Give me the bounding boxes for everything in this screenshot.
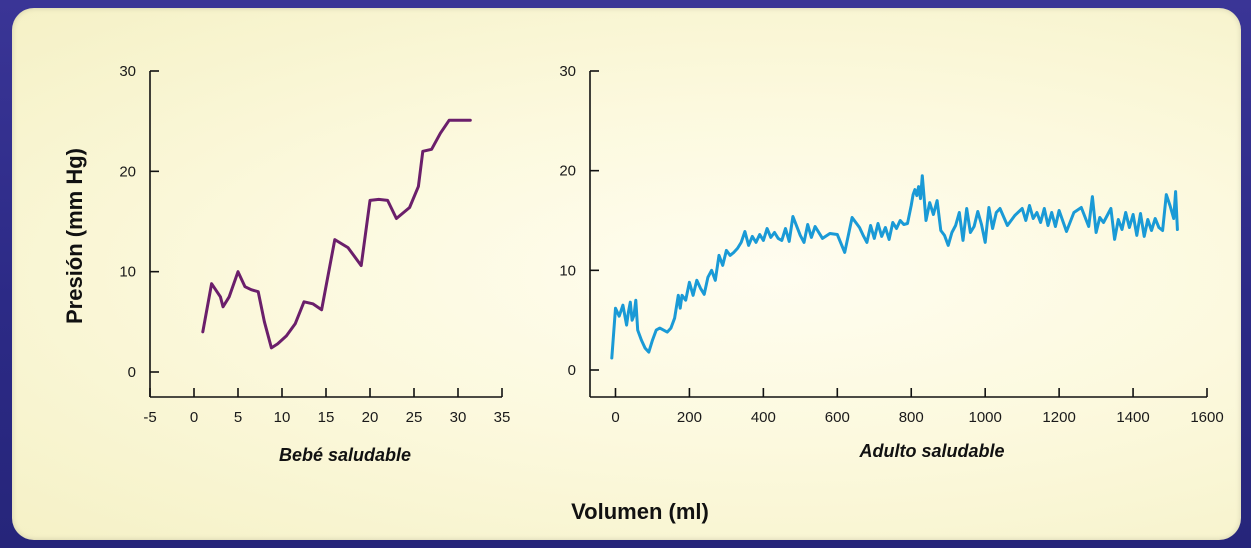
x-tick-label: 30 bbox=[450, 409, 467, 426]
y-tick-label: 10 bbox=[119, 264, 136, 281]
x-tick-label: -5 bbox=[143, 409, 156, 426]
x-tick-label: 800 bbox=[899, 409, 924, 426]
chart-caption: Bebé saludable bbox=[279, 445, 411, 465]
y-tick-label: 20 bbox=[559, 163, 576, 180]
shared-x-axis-title: Volumen (ml) bbox=[571, 499, 709, 524]
chart-bebe-saludable: 0 10 20 30 -5 0 5 10 15 20 25 30 35 Bebé saludable bbox=[119, 63, 510, 465]
x-tick-label: 200 bbox=[677, 409, 702, 426]
y-tick-label: 0 bbox=[568, 362, 576, 379]
y-tick-label: 0 bbox=[128, 364, 136, 381]
x-tick-label: 1600 bbox=[1190, 409, 1223, 426]
x-tick-label: 10 bbox=[274, 409, 291, 426]
series-line bbox=[201, 118, 472, 350]
x-tick-label: 600 bbox=[825, 409, 850, 426]
x-tick-label: 0 bbox=[190, 409, 198, 426]
y-tick-label: 30 bbox=[119, 63, 136, 80]
y-tick-label: 30 bbox=[559, 63, 576, 80]
series-line bbox=[610, 174, 1179, 360]
chart-adulto-saludable: 0 10 20 30 0 200 400 600 800 1000 1200 1400 1600 Adul… bbox=[559, 63, 1223, 461]
figure-panel bbox=[12, 8, 1241, 540]
x-tick-label: 25 bbox=[406, 409, 423, 426]
x-tick-label: 400 bbox=[751, 409, 776, 426]
y-tick-label: 10 bbox=[559, 262, 576, 279]
x-tick-label: 20 bbox=[362, 409, 379, 426]
x-tick-label: 5 bbox=[234, 409, 242, 426]
x-tick-label: 1200 bbox=[1042, 409, 1075, 426]
x-tick-label: 0 bbox=[611, 409, 619, 426]
x-tick-label: 1000 bbox=[968, 409, 1001, 426]
x-tick-label: 15 bbox=[318, 409, 335, 426]
x-tick-label: 35 bbox=[494, 409, 511, 426]
x-tick-label: 1400 bbox=[1116, 409, 1149, 426]
y-tick-label: 20 bbox=[119, 163, 136, 180]
chart-caption: Adulto saludable bbox=[858, 441, 1004, 461]
shared-y-axis-title: Presión (mm Hg) bbox=[62, 148, 87, 324]
